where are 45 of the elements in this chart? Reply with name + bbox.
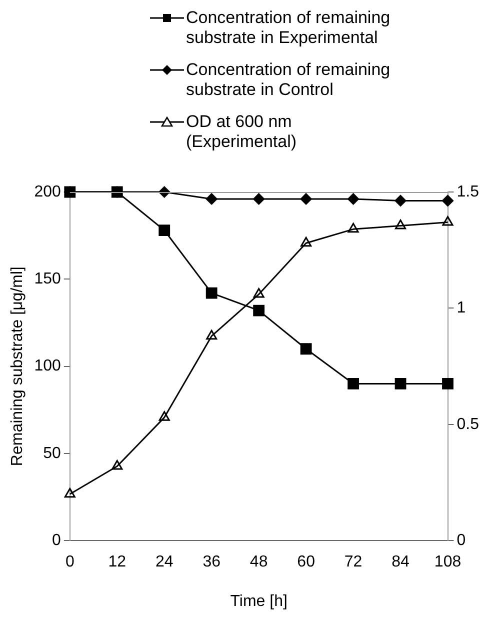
- x-tick-label: 48: [250, 554, 268, 571]
- x-tick-label: 108: [434, 554, 462, 571]
- y-tick-label: 150: [34, 270, 61, 288]
- point: [206, 193, 218, 205]
- point: [442, 216, 454, 226]
- point: [394, 378, 406, 390]
- point: [395, 219, 406, 230]
- point: [158, 411, 170, 421]
- x-axis-title: Time [h]: [230, 592, 288, 610]
- point: [348, 193, 360, 205]
- y2-tick-label: 1.5: [456, 183, 480, 200]
- point: [64, 488, 76, 498]
- point: [348, 378, 359, 390]
- x-tick-label: 0: [65, 554, 74, 571]
- y2-tick-label: 1: [456, 300, 466, 317]
- point: [442, 378, 454, 390]
- point: [300, 236, 312, 247]
- point: [206, 287, 218, 299]
- x-tick-label: 12: [108, 554, 126, 571]
- point: [300, 343, 312, 355]
- legend-label: Concentration of remaining substrate in Control: [186, 60, 392, 100]
- y-tick-label: 100: [34, 358, 61, 375]
- point: [442, 194, 454, 206]
- x-tick-label: 84: [392, 554, 410, 571]
- point: [112, 460, 123, 470]
- point: [300, 193, 312, 205]
- x-tick-label: 24: [155, 554, 174, 571]
- y-tick-label: 200: [34, 183, 61, 200]
- point: [348, 222, 359, 233]
- legend-label: OD at 600 nm (Experimental): [186, 112, 298, 152]
- point: [253, 288, 264, 298]
- x-tick-label: 72: [344, 554, 362, 571]
- point: [253, 304, 265, 316]
- point: [394, 194, 406, 206]
- x-tick-label: 36: [202, 554, 221, 571]
- y2-tick-label: 0: [456, 532, 466, 550]
- y-tick-label: 50: [43, 444, 61, 462]
- point: [253, 193, 265, 205]
- y-tick-label: 0: [52, 532, 61, 550]
- x-tick-label: 60: [297, 554, 316, 571]
- y-axis-title: Remaining substrate [μg/ml]: [9, 266, 26, 466]
- legend-label: Concentration of remaining substrate in Experimental: [186, 8, 392, 48]
- y2-tick-label: 0.5: [456, 416, 480, 433]
- point: [206, 330, 218, 340]
- point: [158, 224, 170, 236]
